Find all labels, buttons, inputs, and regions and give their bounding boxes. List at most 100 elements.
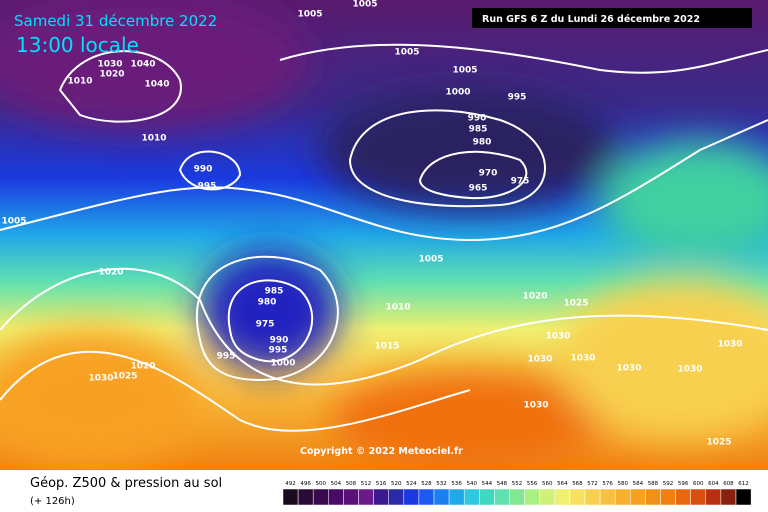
- field-shading: [0, 0, 768, 470]
- scale-label: 596: [678, 481, 689, 487]
- scale-label: 508: [346, 481, 357, 487]
- isobar-label: 975: [256, 320, 275, 330]
- isobar-lines: [0, 43, 768, 432]
- isobar-label: 990: [270, 336, 289, 346]
- scale-swatch: [554, 488, 571, 506]
- scale-label: 556: [527, 481, 538, 487]
- isobar-label: 1030: [677, 365, 702, 375]
- scale-swatch: [509, 488, 525, 506]
- scale-label: 532: [436, 481, 447, 487]
- isobar-label: 1005: [452, 66, 477, 76]
- scale-label: 500: [316, 481, 327, 487]
- scale-label: 544: [482, 481, 493, 487]
- scale-swatch: [584, 488, 601, 506]
- scale-swatch: [735, 488, 752, 506]
- scale-label: 584: [633, 481, 644, 487]
- isobar-label: 1005: [1, 217, 26, 227]
- scale-label: 504: [331, 481, 342, 487]
- scale-label: 580: [618, 481, 629, 487]
- scale-swatch: [403, 488, 420, 506]
- lead-time: (+ 126h): [30, 496, 75, 507]
- scale-swatch: [599, 488, 616, 506]
- isobar-label: 1000: [270, 359, 295, 369]
- isobar-label: 1010: [141, 134, 166, 144]
- time: 13:00 locale: [16, 33, 139, 57]
- isobar-label: 995: [198, 182, 217, 192]
- scale-label: 560: [542, 481, 553, 487]
- scale-label: 540: [467, 481, 478, 487]
- scale-label: 536: [451, 481, 462, 487]
- run: Run GFS 6 Z du Lundi 26 décembre 2022: [482, 14, 700, 25]
- scale-swatch: [660, 488, 676, 506]
- date: Samedi 31 décembre 2022: [14, 12, 217, 30]
- isobar-label: 1025: [112, 372, 137, 382]
- footer-title: Géop. Z500 & pression au sol: [30, 476, 222, 491]
- scale-label: 576: [602, 481, 613, 487]
- isobar-label: 970: [479, 169, 498, 179]
- scale-swatch: [479, 488, 495, 506]
- scale-swatch: [569, 488, 586, 506]
- isobar-label: 1010: [385, 303, 410, 313]
- isobar-label: 985: [469, 125, 488, 135]
- scale-swatch: [358, 488, 374, 506]
- isobar-label: 1020: [522, 292, 547, 302]
- isobar-label: 1005: [394, 48, 419, 58]
- isobar-label: 1025: [563, 299, 588, 309]
- scale-swatch: [282, 488, 299, 506]
- scale-label: 552: [512, 481, 523, 487]
- scale-swatch: [675, 488, 691, 506]
- isobar-label: 1005: [297, 10, 322, 20]
- scale-swatch: [418, 488, 435, 506]
- scale-swatch: [614, 488, 631, 506]
- scale-label: 524: [406, 481, 417, 487]
- scale-swatch: [448, 488, 465, 506]
- isobar-label: 995: [217, 352, 236, 362]
- isobar-label: 1020: [99, 70, 124, 80]
- isobar-label: 1005: [418, 255, 443, 265]
- isobar-label: 1030: [717, 340, 742, 350]
- isobar-label: 980: [473, 138, 492, 148]
- isobar-label: 1030: [545, 332, 570, 342]
- scale-swatch: [645, 488, 661, 506]
- scale-label: 548: [497, 481, 508, 487]
- scale-label: 588: [648, 481, 659, 487]
- isobar-label: 1040: [130, 60, 155, 70]
- scale-swatch: [690, 488, 707, 506]
- isobar-label: 975: [511, 177, 530, 187]
- scale-swatch: [630, 488, 646, 506]
- isobar-label: 1015: [374, 342, 399, 352]
- isobar-label: 1025: [706, 438, 731, 448]
- isobar-label: 1030: [97, 60, 122, 70]
- scale-label: 612: [738, 481, 749, 487]
- scale-label: 572: [587, 481, 598, 487]
- isobar-label: 1030: [616, 364, 641, 374]
- scale-swatch: [343, 488, 359, 506]
- isobar-label: 1040: [144, 80, 169, 90]
- scale-swatch: [388, 488, 405, 506]
- scale-swatch: [312, 488, 329, 506]
- scale-swatch: [297, 488, 314, 506]
- isobar-label: 1030: [523, 401, 548, 411]
- color-scale: 492 496 500 504 508 512 516 520 524 528 532 536 540 5…: [282, 481, 752, 506]
- scale-label: 528: [421, 481, 432, 487]
- scale-label: 516: [376, 481, 387, 487]
- isobar-label: 990: [468, 114, 487, 124]
- isobar-label: 1020: [98, 268, 123, 278]
- scale-label: 592: [663, 481, 674, 487]
- run-box: [472, 8, 752, 28]
- scale-label: 600: [693, 481, 704, 487]
- scale-swatch: [539, 488, 556, 506]
- scale-label: 512: [361, 481, 372, 487]
- isobar-label: 995: [269, 346, 288, 356]
- isobar-label: 1010: [67, 77, 92, 87]
- copyright: Copyright © 2022 Meteociel.fr: [300, 446, 463, 457]
- scale-label: 492: [285, 481, 296, 487]
- isobar-label: 1020: [130, 362, 155, 372]
- isobar-label: 1030: [570, 354, 595, 364]
- scale-swatch: [373, 488, 389, 506]
- isobar-label: 980: [258, 298, 277, 308]
- isobar-label: 1030: [527, 355, 552, 365]
- scale-swatch: [433, 488, 450, 506]
